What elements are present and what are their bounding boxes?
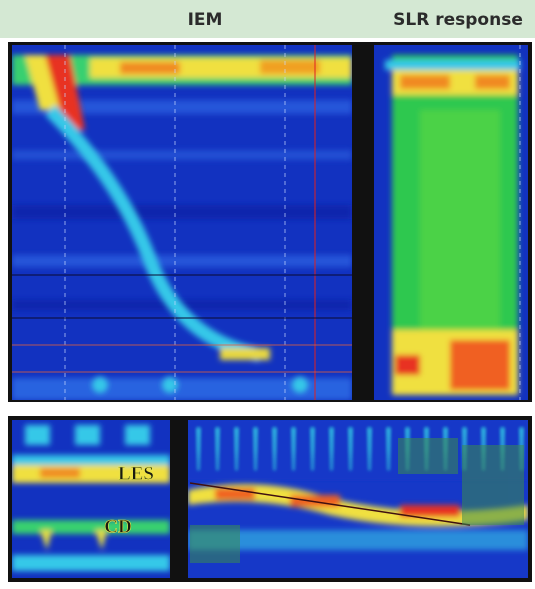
iem-map [12,45,352,400]
header-title: SLR response [393,10,523,30]
header-title: IEM [188,10,223,30]
separator [8,402,532,416]
slr-map [374,45,528,400]
cd-label: CD [104,516,131,537]
figure: IEM SLR response [0,0,535,585]
swallow-map [188,420,528,578]
les-label: LES [118,463,154,484]
les-cd-map [12,420,170,578]
